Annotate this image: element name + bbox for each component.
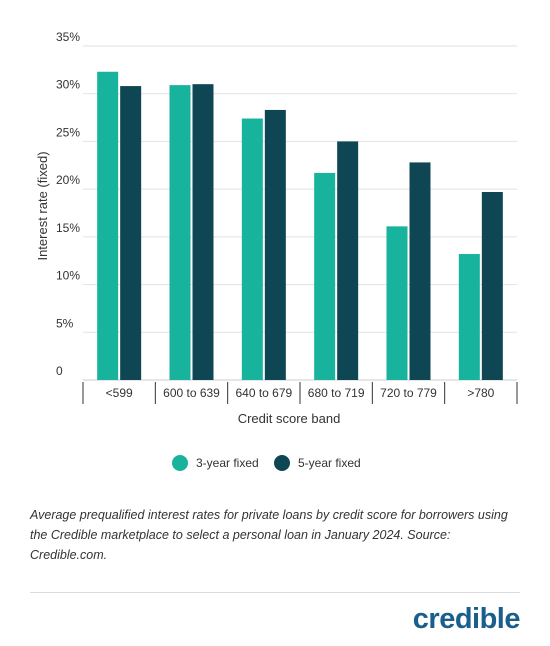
y-axis-ticks: 0 5% 10% 15% 20% 25% 30% 35% xyxy=(56,30,80,378)
bar-5yr xyxy=(120,86,142,380)
bar-5yr xyxy=(264,109,286,381)
x-tick-label: 600 to 639 xyxy=(163,386,220,400)
chart-caption: Average prequalified interest rates for … xyxy=(30,508,508,562)
bar-3yr xyxy=(314,172,336,380)
x-axis-title: Credit score band xyxy=(238,411,341,426)
x-tick-label: 640 to 679 xyxy=(235,386,292,400)
y-tick-label: 25% xyxy=(56,125,80,139)
x-tick-label: <599 xyxy=(106,386,133,400)
legend-label: 5-year fixed xyxy=(298,456,361,470)
bar-3yr xyxy=(458,254,480,380)
y-axis-title: Interest rate (fixed) xyxy=(35,151,50,260)
legend-swatch xyxy=(172,455,188,471)
y-tick-label: 5% xyxy=(56,316,74,330)
bar-3yr xyxy=(169,85,191,380)
bar-5yr xyxy=(192,84,214,381)
y-tick-label: 20% xyxy=(56,173,80,187)
y-tick-label: 10% xyxy=(56,269,80,283)
bar-3yr xyxy=(241,118,263,381)
y-tick-label: 30% xyxy=(56,78,80,92)
y-tick-label: 35% xyxy=(56,30,80,44)
legend-label: 3-year fixed xyxy=(196,456,259,470)
x-tick-label: >780 xyxy=(467,386,494,400)
y-tick-label: 15% xyxy=(56,221,80,235)
bar-3yr xyxy=(386,226,408,380)
bars xyxy=(97,71,503,381)
credible-logo: credible xyxy=(412,603,521,635)
x-tick-label: 720 to 779 xyxy=(380,386,437,400)
x-axis: <599 600 to 639 640 to 679 680 to 719 720 to… xyxy=(82,382,518,404)
bar-5yr xyxy=(337,141,359,380)
bar-5yr xyxy=(481,192,503,380)
gridlines xyxy=(83,45,517,381)
divider xyxy=(30,592,520,593)
legend-swatch xyxy=(274,455,290,471)
legend: 3-year fixed 5-year fixed xyxy=(172,455,361,471)
bar-5yr xyxy=(409,162,431,380)
x-tick-label: 680 to 719 xyxy=(308,386,365,400)
bar-3yr xyxy=(97,71,119,380)
y-tick-label: 0 xyxy=(56,364,63,378)
